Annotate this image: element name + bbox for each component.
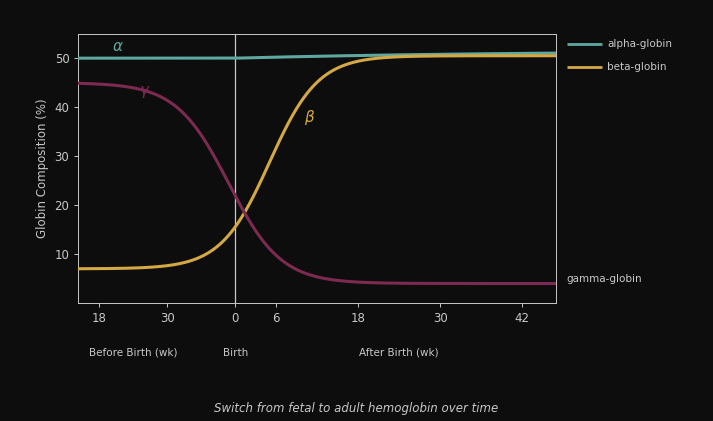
Text: Switch from fetal to adult hemoglobin over time: Switch from fetal to adult hemoglobin ov… xyxy=(215,402,498,415)
Text: γ: γ xyxy=(140,83,149,98)
Text: β: β xyxy=(304,110,314,125)
Text: After Birth (wk): After Birth (wk) xyxy=(359,348,439,357)
Text: Before Birth (wk): Before Birth (wk) xyxy=(89,348,178,357)
Text: beta-globin: beta-globin xyxy=(607,62,667,72)
Text: alpha-globin: alpha-globin xyxy=(607,39,672,49)
Text: gamma-globin: gamma-globin xyxy=(567,274,642,284)
Text: Birth: Birth xyxy=(222,348,248,357)
Y-axis label: Globin Composition (%): Globin Composition (%) xyxy=(36,99,49,238)
Text: α: α xyxy=(113,39,123,54)
